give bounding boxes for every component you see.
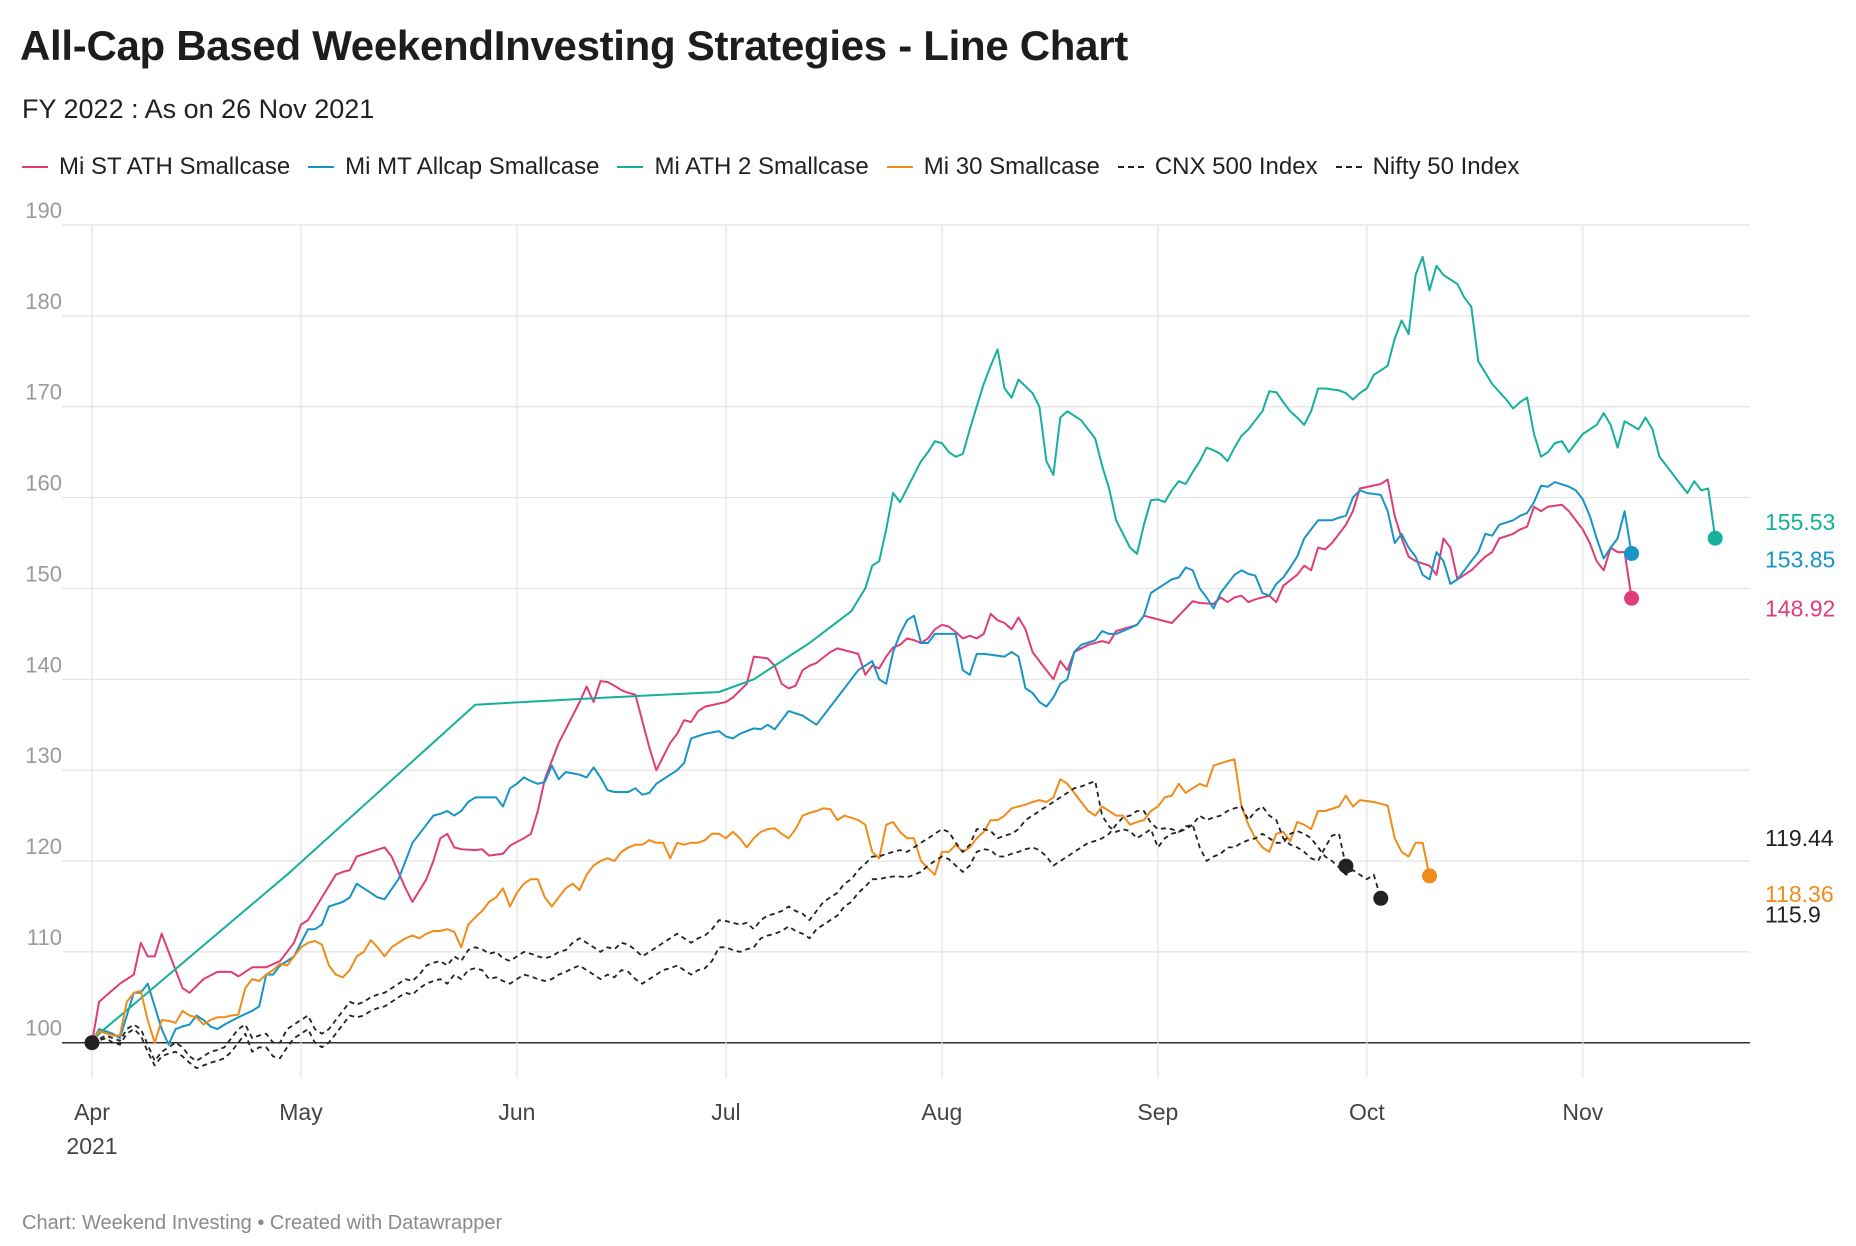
legend-label: Mi ST ATH Smallcase — [59, 153, 291, 180]
series-line-1 — [91, 481, 1633, 1046]
y-tick-label: 190 — [25, 198, 62, 223]
legend-item-3: Mi 30 Smallcase — [886, 153, 1100, 181]
end-value-label-1: 153.85 — [1765, 546, 1835, 572]
end-value-label-4: 119.44 — [1765, 825, 1834, 851]
legend-label: Mi ATH 2 Smallcase — [654, 153, 869, 180]
y-tick-label: 100 — [25, 1016, 62, 1041]
series-line-5 — [91, 810, 1382, 1070]
legend-item-1: Mi MT Allcap Smallcase — [308, 153, 599, 181]
chart-footer: Chart: Weekend Investing • Created with … — [22, 1212, 503, 1234]
series-line-0 — [91, 478, 1633, 1043]
endpoint-dot-3 — [1422, 868, 1438, 884]
legend-label: Nifty 50 Index — [1372, 153, 1520, 180]
y-tick-label: 150 — [25, 561, 62, 586]
endpoint-dot-0 — [1624, 590, 1640, 606]
end-value-label-2: 155.53 — [1765, 509, 1835, 535]
y-tick-label: 110 — [27, 925, 62, 950]
legend-item-5: Nifty 50 Index — [1335, 153, 1520, 181]
x-tick-label: Jun — [498, 1099, 535, 1125]
x-tick-label: Apr — [74, 1099, 110, 1125]
legend-label: Mi MT Allcap Smallcase — [345, 153, 600, 180]
y-tick-label: 180 — [25, 289, 62, 314]
end-value-label-3: 118.36 — [1765, 881, 1834, 907]
endpoint-dot-4 — [1338, 858, 1354, 874]
y-tick-label: 130 — [25, 743, 62, 768]
x-tick-label: Aug — [921, 1099, 962, 1125]
y-tick-label: 170 — [25, 380, 62, 405]
x-year-label: 2021 — [66, 1133, 117, 1159]
legend: Mi ST ATH Smallcase Mi MT Allcap Smallcas… — [22, 153, 1537, 181]
y-tick-label: 160 — [25, 471, 62, 496]
series-line-2 — [91, 255, 1717, 1044]
endpoint-dot-2 — [1707, 530, 1723, 546]
x-tick-label: Oct — [1349, 1099, 1385, 1125]
legend-swatch — [1117, 166, 1144, 168]
legend-label: CNX 500 Index — [1154, 153, 1318, 180]
endpoint-dot-1 — [1624, 545, 1640, 561]
legend-label: Mi 30 Smallcase — [923, 153, 1100, 180]
x-tick-label: Sep — [1137, 1099, 1178, 1125]
legend-item-2: Mi ATH 2 Smallcase — [617, 153, 869, 181]
legend-swatch — [1335, 166, 1362, 168]
legend-swatch — [886, 166, 913, 168]
end-value-label-5: 115.9 — [1765, 901, 1821, 927]
x-tick-label: Jul — [711, 1099, 740, 1125]
legend-swatch — [308, 166, 335, 168]
x-tick-label: May — [279, 1099, 323, 1125]
endpoint-dot-5 — [1373, 890, 1389, 906]
chart-title: All-Cap Based WeekendInvesting Strategie… — [20, 22, 1128, 69]
legend-swatch — [22, 166, 48, 168]
series-line-4 — [91, 780, 1347, 1062]
series-line-3 — [91, 758, 1431, 1044]
x-tick-label: Nov — [1562, 1099, 1603, 1125]
legend-swatch — [617, 166, 644, 168]
y-tick-label: 120 — [25, 834, 62, 859]
chart-subtitle: FY 2022 : As on 26 Nov 2021 — [22, 94, 375, 124]
legend-item-4: CNX 500 Index — [1117, 153, 1318, 181]
legend-item-0: Mi ST ATH Smallcase — [22, 153, 290, 181]
end-value-label-0: 148.92 — [1765, 595, 1835, 621]
y-tick-label: 140 — [25, 652, 62, 677]
start-dot — [84, 1035, 100, 1051]
